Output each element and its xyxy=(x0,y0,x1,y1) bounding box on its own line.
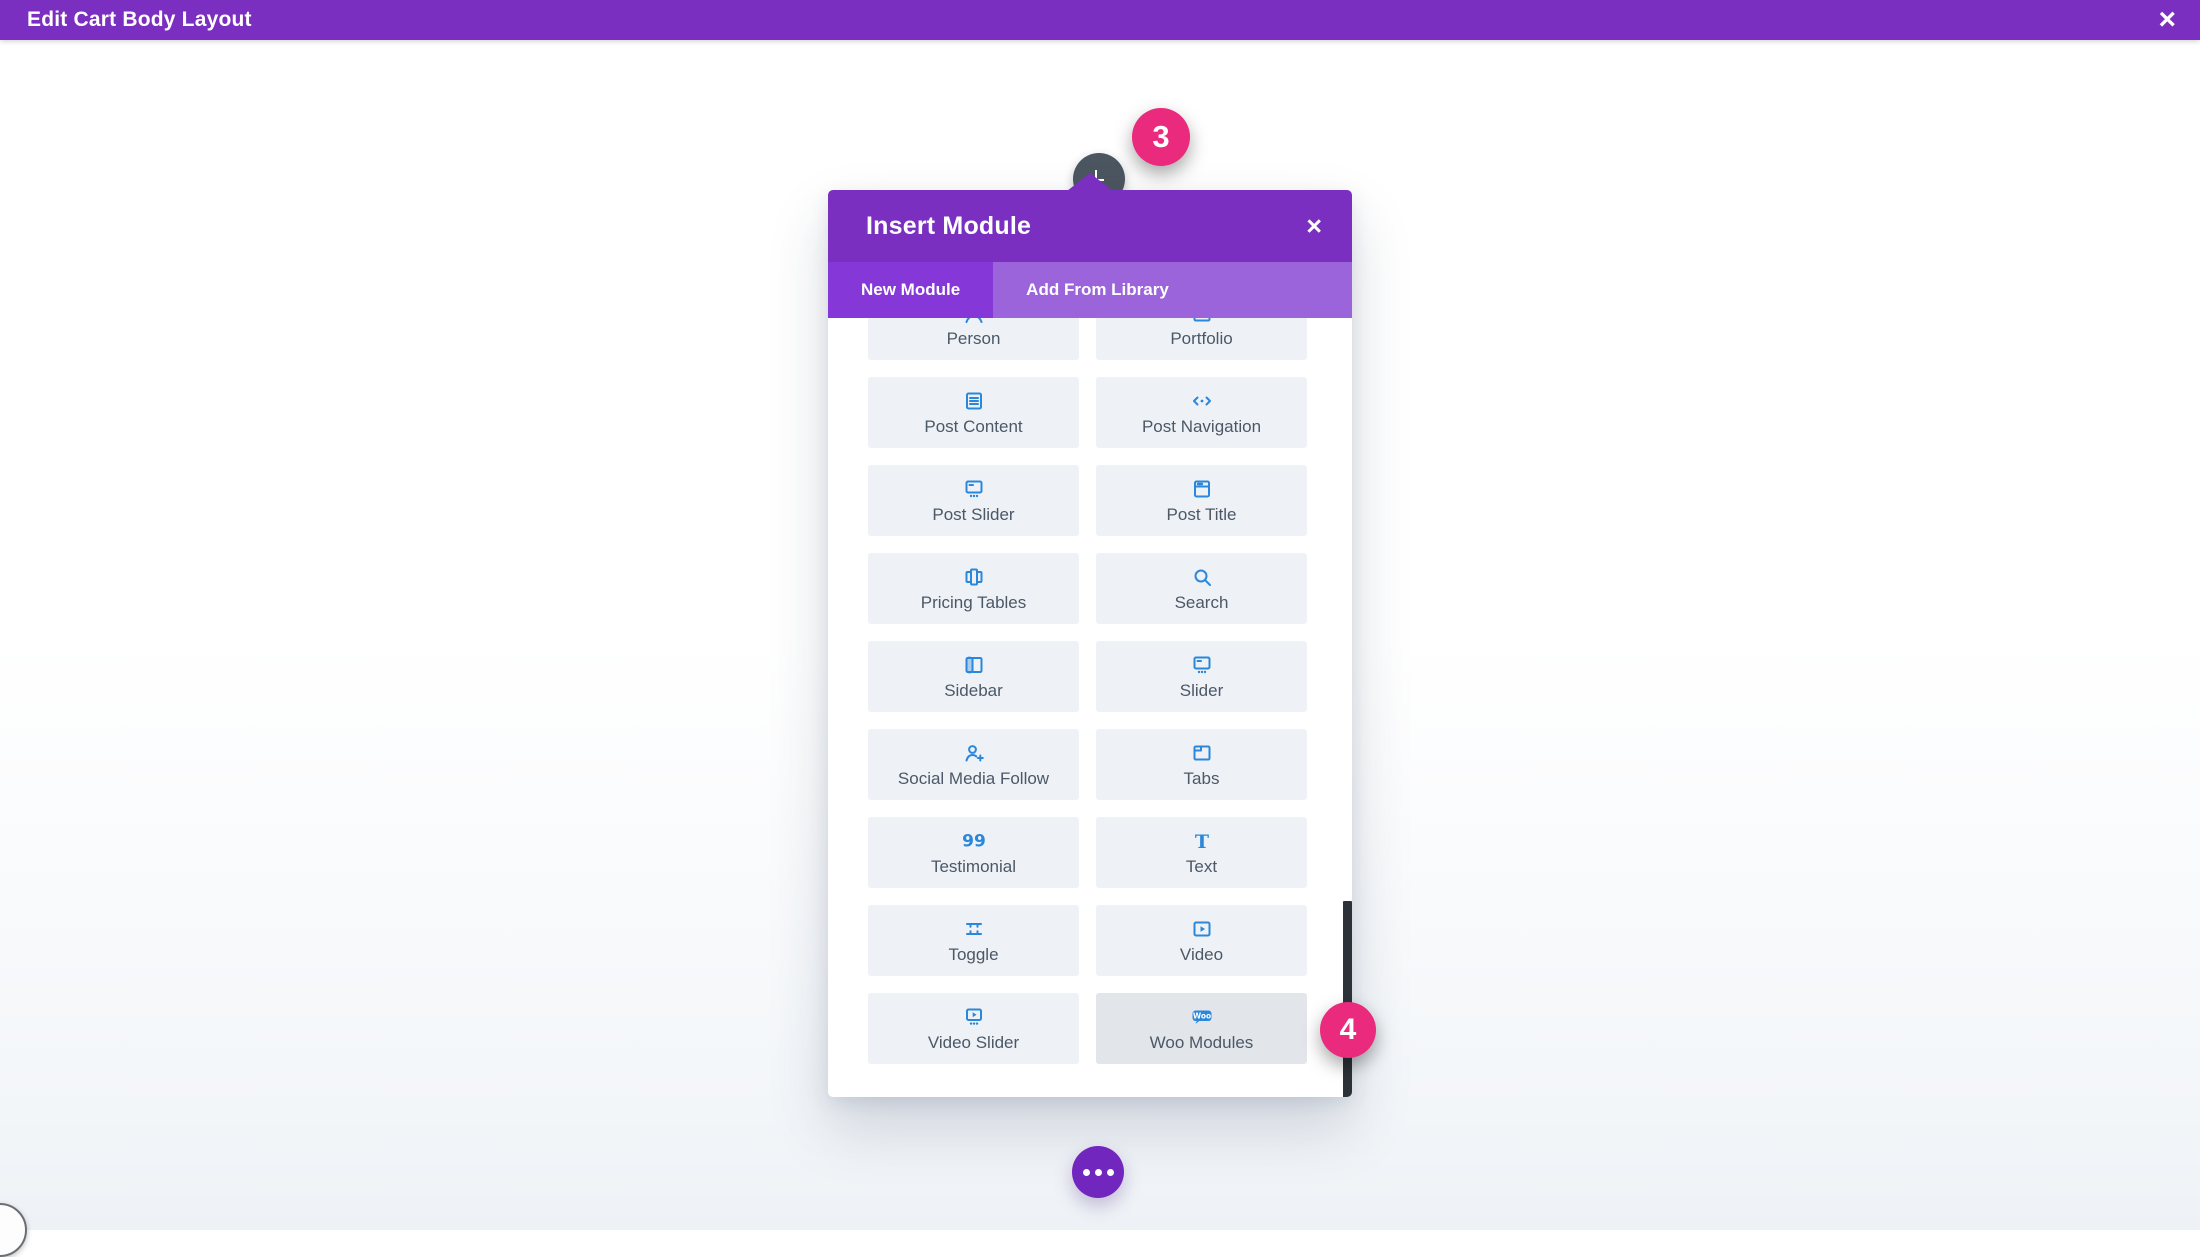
module-card-tabs[interactable]: Tabs xyxy=(1096,729,1307,800)
svg-text:Woo: Woo xyxy=(1192,1011,1210,1020)
close-icon: × xyxy=(1306,210,1322,241)
module-label: Social Media Follow xyxy=(897,768,1050,788)
module-label: Portfolio xyxy=(1170,328,1233,348)
module-label: Woo Modules xyxy=(1149,1032,1254,1052)
modal-header: Insert Module × xyxy=(828,190,1352,262)
tab-add-from-library[interactable]: Add From Library xyxy=(993,262,1202,318)
sidebar-icon xyxy=(962,653,986,677)
modal-title: Insert Module xyxy=(866,211,1032,240)
insert-module-modal: Insert Module × New Module Add From Libra… xyxy=(828,173,1352,1097)
search-icon xyxy=(1190,565,1214,589)
more-options-button[interactable] xyxy=(1072,1146,1124,1198)
module-card-toggle[interactable]: Toggle xyxy=(868,905,1079,976)
social-media-follow-icon xyxy=(962,741,986,765)
module-card-pricing-tables[interactable]: Pricing Tables xyxy=(868,553,1079,624)
module-label: Toggle xyxy=(948,944,999,964)
module-card-slider[interactable]: Slider xyxy=(1096,641,1307,712)
close-icon: × xyxy=(2158,3,2176,36)
scrollbar-thumb[interactable] xyxy=(1343,901,1352,1097)
module-label: Search xyxy=(1174,592,1229,612)
close-layout-button[interactable]: × xyxy=(2130,0,2200,40)
post-navigation-icon xyxy=(1190,389,1214,413)
svg-text:99: 99 xyxy=(962,831,986,851)
module-card-social-media-follow[interactable]: Social Media Follow xyxy=(868,729,1079,800)
post-slider-icon xyxy=(962,477,986,501)
module-card-woo-modules[interactable]: Woo Woo Modules xyxy=(1096,993,1307,1064)
module-list-container: Person Portfolio Post Content Post Navigati… xyxy=(828,318,1352,1097)
corner-widget-button[interactable] xyxy=(0,1203,27,1257)
module-label: Video xyxy=(1179,944,1224,964)
module-label: Video Slider xyxy=(927,1032,1020,1052)
svg-text:T: T xyxy=(1194,831,1208,853)
title-bar: Edit Cart Body Layout × xyxy=(0,0,2200,40)
tab-label: Add From Library xyxy=(1026,280,1169,299)
module-card-post-content[interactable]: Post Content xyxy=(868,377,1079,448)
step-badge-4: 4 xyxy=(1320,1002,1376,1058)
tab-label: New Module xyxy=(861,280,961,299)
tabs-icon xyxy=(1190,741,1214,765)
text-icon: T xyxy=(1190,829,1214,853)
testimonial-icon: 99 xyxy=(962,829,986,853)
module-label: Post Slider xyxy=(932,504,1015,524)
module-card-video[interactable]: Video xyxy=(1096,905,1307,976)
module-label: Post Content xyxy=(924,416,1023,436)
post-title-icon xyxy=(1190,477,1214,501)
ellipsis-icon xyxy=(1082,1168,1114,1176)
module-card-post-navigation[interactable]: Post Navigation xyxy=(1096,377,1307,448)
module-label: Pricing Tables xyxy=(920,592,1027,612)
woo-modules-icon: Woo xyxy=(1190,1005,1214,1029)
toggle-icon xyxy=(962,917,986,941)
module-card-video-slider[interactable]: Video Slider xyxy=(868,993,1079,1064)
portfolio-icon xyxy=(1190,318,1214,325)
module-label: Person xyxy=(946,328,1001,348)
post-content-icon xyxy=(962,389,986,413)
module-label: Text xyxy=(1185,856,1218,876)
video-icon xyxy=(1190,917,1214,941)
module-label: Tabs xyxy=(1183,768,1220,788)
module-card-search[interactable]: Search xyxy=(1096,553,1307,624)
module-label: Slider xyxy=(1179,680,1224,700)
modal-caret xyxy=(1067,173,1113,191)
modal-tabs: New Module Add From Library xyxy=(828,262,1352,318)
module-grid: Person Portfolio Post Content Post Navigati… xyxy=(868,318,1307,1064)
module-card-sidebar[interactable]: Sidebar xyxy=(868,641,1079,712)
video-slider-icon xyxy=(962,1005,986,1029)
module-label: Post Navigation xyxy=(1141,416,1262,436)
person-icon xyxy=(962,318,986,325)
slider-icon xyxy=(1190,653,1214,677)
module-card-post-title[interactable]: Post Title xyxy=(1096,465,1307,536)
modal-close-button[interactable]: × xyxy=(1306,210,1322,241)
module-label: Testimonial xyxy=(930,856,1017,876)
module-card-post-slider[interactable]: Post Slider xyxy=(868,465,1079,536)
module-card-testimonial[interactable]: 99 Testimonial xyxy=(868,817,1079,888)
module-card-portfolio[interactable]: Portfolio xyxy=(1096,318,1307,360)
module-label: Post Title xyxy=(1166,504,1237,524)
pricing-tables-icon xyxy=(962,565,986,589)
page-title: Edit Cart Body Layout xyxy=(27,8,252,31)
tab-new-module[interactable]: New Module xyxy=(828,262,994,318)
module-card-person[interactable]: Person xyxy=(868,318,1079,360)
step-badge-3: 3 xyxy=(1132,108,1190,166)
module-label: Sidebar xyxy=(944,680,1003,700)
module-card-text[interactable]: T Text xyxy=(1096,817,1307,888)
